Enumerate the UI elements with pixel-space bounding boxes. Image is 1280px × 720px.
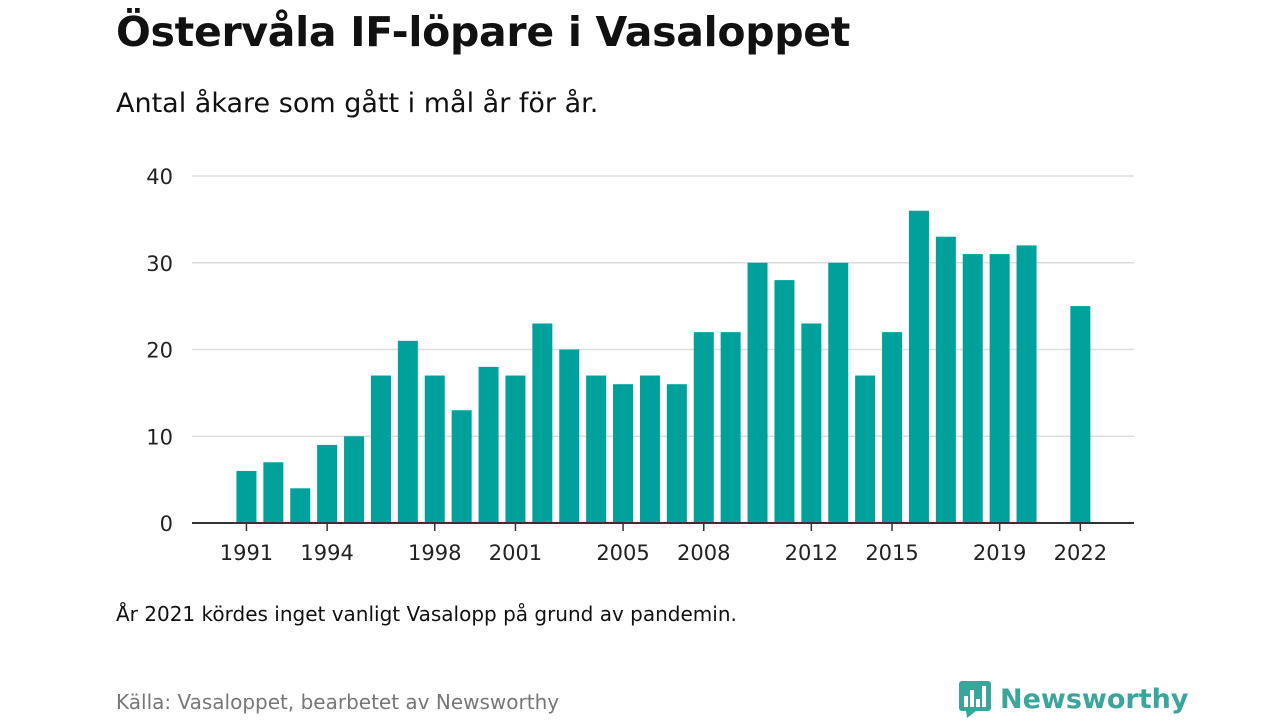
bars xyxy=(236,210,1091,523)
bar-2005 xyxy=(613,384,634,523)
bar-2010 xyxy=(747,262,768,523)
x-tick-label-2005: 2005 xyxy=(596,541,649,565)
source-credit: Källa: Vasaloppet, bearbetet av Newswort… xyxy=(116,690,560,714)
bar-2004 xyxy=(586,375,607,523)
y-tick-label-20: 20 xyxy=(146,339,173,363)
x-tick-label-2015: 2015 xyxy=(865,541,918,565)
bar-2007 xyxy=(666,384,687,523)
y-tick-label-0: 0 xyxy=(160,512,173,536)
bar-2015 xyxy=(882,332,903,523)
bar-1996 xyxy=(370,375,391,523)
chart-footnote: År 2021 kördes inget vanligt Vasalopp på… xyxy=(116,602,737,626)
x-tick-label-2022: 2022 xyxy=(1054,541,1107,565)
x-tick-label-1998: 1998 xyxy=(408,541,461,565)
bar-2011 xyxy=(774,280,795,523)
y-tick-label-30: 30 xyxy=(146,252,173,276)
bar-2002 xyxy=(532,323,553,523)
x-tick-label-2019: 2019 xyxy=(973,541,1026,565)
y-tick-label-40: 40 xyxy=(146,165,173,189)
bar-2016 xyxy=(908,210,929,523)
bar-2020 xyxy=(1016,245,1037,523)
bar-2014 xyxy=(855,375,876,523)
bar-2012 xyxy=(801,323,822,523)
bar-1993 xyxy=(290,488,311,523)
bar-2018 xyxy=(962,254,983,523)
x-tick-label-1994: 1994 xyxy=(300,541,353,565)
bar-chart: 0 10 20 30 40 1991 1994 1998 2001 2005 2008 2012 201… xyxy=(146,165,1134,565)
x-tick-label-2008: 2008 xyxy=(677,541,730,565)
newsworthy-bar-chart-logo-icon xyxy=(959,681,991,718)
newsworthy-logo: Newsworthy xyxy=(958,680,1188,718)
bar-2001 xyxy=(505,375,526,523)
bar-2009 xyxy=(720,332,741,523)
x-tick-label-2012: 2012 xyxy=(785,541,838,565)
newsworthy-logo-text: Newsworthy xyxy=(1000,683,1189,715)
bar-2000 xyxy=(478,366,499,523)
bar-2017 xyxy=(935,236,956,523)
bar-1992 xyxy=(263,462,284,523)
chart-subtitle: Antal åkare som gått i mål år för år. xyxy=(116,88,599,119)
bar-2008 xyxy=(693,332,714,523)
y-tick-label-10: 10 xyxy=(146,425,173,449)
x-tick-label-2001: 2001 xyxy=(489,541,542,565)
bar-2019 xyxy=(989,254,1010,523)
bar-1997 xyxy=(397,340,418,523)
x-tick-label-1991: 1991 xyxy=(220,541,273,565)
bar-1999 xyxy=(451,410,472,523)
bar-2006 xyxy=(639,375,660,523)
chart-title: Östervåla IF-löpare i Vasaloppet xyxy=(116,8,851,56)
bar-2022 xyxy=(1070,306,1091,523)
bar-1994 xyxy=(317,444,338,523)
bar-1995 xyxy=(344,436,365,523)
bar-1991 xyxy=(236,470,257,523)
bar-1998 xyxy=(424,375,445,523)
bar-2013 xyxy=(828,262,849,523)
bar-2003 xyxy=(559,349,580,523)
axes: 0 10 20 30 40 1991 1994 1998 2001 2005 2008 2012 201… xyxy=(146,165,1134,565)
